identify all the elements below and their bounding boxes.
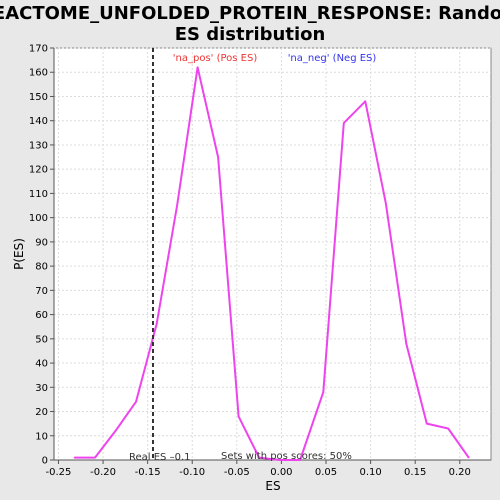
es-data-point (384, 202, 387, 204)
plot-area (53, 47, 492, 461)
y-axis-label: P(ES) (12, 238, 26, 270)
es-data-point (217, 156, 219, 158)
y-tick-label: 80 (35, 262, 48, 273)
legend-neg-es: 'na_neg' (Neg ES) (288, 53, 377, 64)
real-es-label: Real ES –0.1 (129, 452, 190, 463)
y-tick-label: 10 (35, 431, 48, 442)
es-data-point (155, 323, 158, 326)
y-tick-label: 140 (29, 116, 48, 127)
x-tick-label: -0.05 (224, 467, 250, 478)
y-tick-label: 40 (35, 359, 48, 370)
x-tick-label: 0.05 (315, 467, 337, 478)
es-data-point (343, 122, 345, 124)
series-layer (73, 66, 470, 461)
x-axis-label: ES (265, 479, 280, 493)
es-data-point (299, 459, 301, 461)
x-tick-label: -0.20 (90, 467, 116, 478)
x-tick-label: -0.15 (135, 467, 161, 478)
y-tick-label: 90 (35, 237, 48, 248)
x-tick-label: 0.15 (404, 467, 426, 478)
axes: 0 10 20 30 40 50 60 70 80 90 100 110 120 130 140 150 160… (29, 44, 491, 478)
y-tick-label: 150 (29, 92, 48, 103)
y-tick-label: 50 (35, 334, 48, 345)
es-distribution-line (74, 66, 470, 461)
y-tick-label: 70 (35, 286, 48, 297)
es-data-point (405, 342, 408, 345)
es-data-point (425, 422, 428, 425)
y-tick-label: 100 (29, 213, 48, 224)
es-data-point (73, 456, 76, 459)
x-tick-label: 0.00 (270, 467, 292, 478)
y-tick-label: 120 (29, 165, 48, 176)
es-data-point (258, 456, 260, 459)
pos-scores-annotation: Sets with pos scores: 50% (221, 451, 352, 462)
es-data-point (94, 456, 96, 459)
es-data-point (467, 456, 470, 459)
chart-title-line-2: ES distribution (175, 24, 326, 45)
es-data-point (447, 427, 449, 430)
x-tick-label: 0.10 (359, 467, 381, 478)
es-data-point (135, 401, 137, 403)
es-data-point (237, 415, 240, 418)
x-tick-label: -0.10 (179, 467, 205, 478)
y-tick-label: 110 (29, 189, 48, 200)
es-data-point (364, 100, 367, 103)
y-tick-label: 30 (35, 383, 48, 394)
legend-pos-es: 'na_pos' (Pos ES) (173, 53, 258, 64)
y-tick-label: 170 (29, 44, 48, 55)
chart-title-line-1: REACTOME_UNFOLDED_PROTEIN_RESPONSE: Rand… (0, 3, 500, 24)
x-tick-label: 0.20 (449, 467, 471, 478)
y-tick-label: 20 (35, 407, 48, 418)
y-tick-label: 0 (42, 456, 48, 467)
es-data-point (322, 391, 325, 393)
x-tick-label: -0.25 (46, 467, 72, 478)
es-data-point (114, 430, 117, 432)
y-tick-label: 60 (35, 310, 48, 321)
grid-lines (54, 47, 491, 460)
y-tick-label: 160 (29, 68, 48, 79)
es-data-point (278, 459, 281, 461)
y-tick-label: 130 (29, 140, 48, 151)
es-data-point (196, 66, 199, 69)
es-data-point (176, 204, 178, 207)
